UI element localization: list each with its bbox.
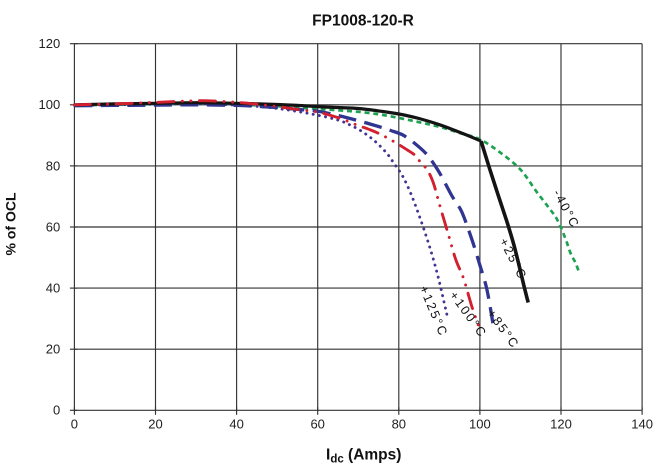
- svg-text:0: 0: [53, 403, 60, 418]
- svg-text:60: 60: [46, 219, 60, 234]
- svg-text:80: 80: [46, 158, 60, 173]
- svg-text:20: 20: [46, 342, 60, 357]
- svg-text:0: 0: [71, 417, 78, 432]
- svg-text:20: 20: [148, 417, 162, 432]
- svg-text:60: 60: [310, 417, 324, 432]
- svg-text:80: 80: [392, 417, 406, 432]
- svg-text:140: 140: [631, 417, 653, 432]
- svg-text:FP1008-120-R: FP1008-120-R: [312, 13, 414, 30]
- svg-text:100: 100: [469, 417, 491, 432]
- svg-text:% of OCL: % of OCL: [3, 192, 19, 255]
- svg-text:100: 100: [38, 97, 60, 112]
- svg-text:40: 40: [46, 281, 60, 296]
- svg-text:120: 120: [38, 36, 60, 51]
- svg-text:120: 120: [550, 417, 572, 432]
- svg-text:Idc (Amps): Idc (Amps): [326, 447, 401, 466]
- svg-text:40: 40: [229, 417, 243, 432]
